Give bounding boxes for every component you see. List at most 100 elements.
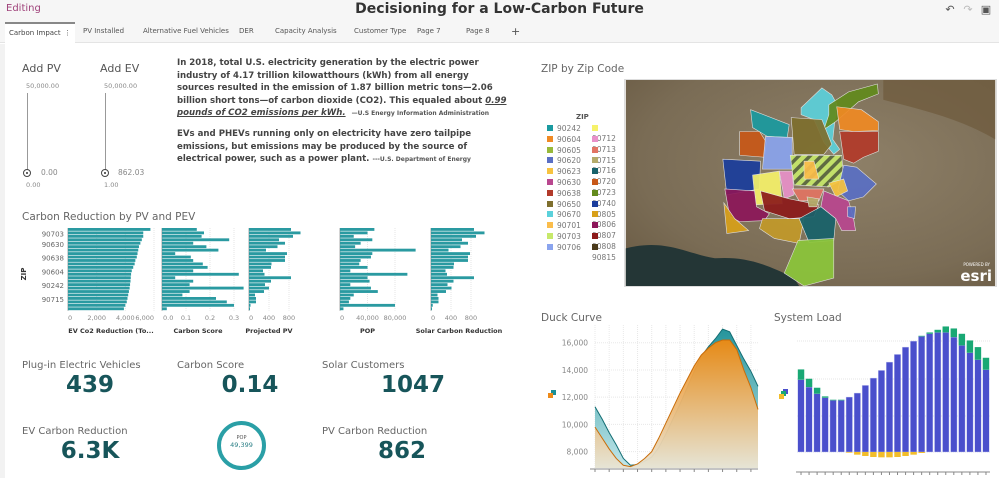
legend-item[interactable]: 90723: [592, 178, 621, 197]
legend-item[interactable]: 90701: [547, 221, 581, 231]
undo-icon[interactable]: ↶: [945, 3, 955, 16]
redo-icon[interactable]: ↷: [963, 3, 973, 16]
bar: [249, 238, 279, 242]
bar: [68, 228, 151, 231]
tab-pv-installed[interactable]: PV Installed: [83, 27, 125, 35]
x-tick-label: 800: [465, 314, 477, 322]
bar: [68, 290, 129, 293]
tab-carbon-impact[interactable]: Carbon Impact ⋮: [5, 22, 75, 43]
legend-item[interactable]: 90703: [547, 232, 581, 242]
legend-item[interactable]: 90808: [592, 232, 621, 251]
panel-title: Solar Carbon Reduction: [416, 327, 503, 335]
legend-item[interactable]: 90242: [547, 124, 581, 134]
legend-zip: 90701: [557, 221, 581, 231]
kpi-pv-reduction-value: 862: [377, 438, 426, 464]
bar: [431, 297, 439, 300]
add-ev-slider-handle[interactable]: [101, 169, 109, 177]
legend-item[interactable]: 90620: [547, 156, 581, 166]
more-options-icon[interactable]: ⋮: [64, 29, 71, 37]
page-title: Decisioning for a Low-Carbon Future: [355, 1, 644, 17]
bar: [162, 272, 239, 276]
legend-zip: 90703: [557, 232, 581, 241]
add-ev-slider-track[interactable]: [105, 93, 106, 171]
legend-zip: 90806: [592, 220, 616, 230]
tab-der[interactable]: DER: [239, 27, 254, 35]
load-bar: [894, 354, 901, 453]
bar: [68, 269, 132, 273]
bar: [68, 245, 139, 249]
page-tabs: Carbon Impact ⋮ PV Installed Alternative …: [0, 19, 999, 43]
legend-swatch: [592, 222, 598, 229]
tab-capacity-analysis[interactable]: Capacity Analysis: [275, 27, 337, 35]
bar: [162, 300, 227, 304]
row-tick-label: 90703: [42, 230, 64, 238]
x-tick-label: 0: [431, 314, 435, 322]
bar: [68, 259, 136, 262]
negative-bar: [870, 452, 877, 457]
load-bar: [861, 385, 869, 453]
legend-item[interactable]: 90623: [547, 167, 581, 177]
save-icon[interactable]: ▣: [980, 3, 992, 16]
legend-item[interactable]: 90670: [547, 210, 581, 220]
zip-area-90716: [806, 196, 820, 208]
tab-customer-type[interactable]: Customer Type: [354, 27, 407, 35]
zip-map[interactable]: POWERED BY esri: [624, 79, 997, 287]
legend-item[interactable]: 90630: [547, 178, 581, 188]
zip-area-90713: [778, 170, 795, 200]
legend-item[interactable]: 90806: [592, 210, 621, 229]
bar: [431, 290, 446, 293]
bar: [340, 307, 344, 311]
tab-alternative-fuel-vehicles[interactable]: Alternative Fuel Vehicles: [143, 27, 229, 35]
bar: [249, 231, 301, 235]
legend-swatch: [551, 390, 556, 395]
bar: [340, 300, 349, 304]
legend-swatch: [547, 146, 553, 153]
legend-swatch: [592, 146, 598, 153]
bar: [249, 279, 271, 283]
add-pv-slider-handle[interactable]: [23, 169, 31, 177]
bar: [249, 252, 287, 255]
bar: [162, 307, 167, 311]
bar: [249, 255, 285, 259]
legend-item[interactable]: 90713: [592, 135, 621, 154]
legend-item[interactable]: 90604: [547, 135, 581, 145]
editing-mode-label[interactable]: Editing: [6, 3, 41, 14]
add-pv-slider-track[interactable]: [27, 93, 28, 171]
add-page-button[interactable]: +: [511, 25, 521, 38]
solar-bar: [813, 387, 821, 394]
bar: [68, 265, 134, 269]
bar: [340, 265, 368, 269]
y-tick-label: 8,000: [567, 448, 589, 457]
x-tick-label: 0.0: [163, 314, 173, 322]
bar: [431, 231, 485, 235]
legend-item[interactable]: 90650: [547, 200, 581, 210]
load-bar: [934, 332, 942, 453]
panel-title: POP: [360, 327, 375, 335]
legend-item[interactable]: 90740: [592, 189, 621, 208]
zip-area-90815: [759, 218, 805, 244]
legend-item[interactable]: 90807: [592, 221, 621, 240]
tab-page-8[interactable]: Page 8: [466, 27, 490, 35]
legend-item[interactable]: 90720: [592, 167, 621, 186]
legend-item[interactable]: 90716: [592, 156, 621, 175]
legend-item[interactable]: 90712: [592, 124, 621, 143]
legend-swatch: [592, 233, 598, 239]
legend-item[interactable]: 90638: [547, 189, 581, 199]
zip-area-90720: [798, 206, 837, 243]
series-area: [595, 339, 758, 468]
bar: [340, 238, 373, 242]
row-tick-label: 90242: [42, 282, 64, 290]
legend-item[interactable]: 90605: [547, 146, 581, 156]
tab-page-7[interactable]: Page 7: [417, 27, 441, 35]
load-bar: [797, 379, 805, 453]
legend-item[interactable]: 90706: [547, 243, 581, 253]
legend-item[interactable]: 90805: [592, 200, 621, 219]
bar: [68, 297, 128, 300]
bar: [162, 283, 190, 287]
map-canvas[interactable]: [625, 80, 996, 287]
solar-bar: [974, 347, 982, 360]
legend-item[interactable]: 90715: [592, 146, 621, 165]
bar: [431, 269, 446, 273]
legend-item[interactable]: 90815: [592, 243, 621, 262]
legend-swatch: [548, 393, 553, 398]
